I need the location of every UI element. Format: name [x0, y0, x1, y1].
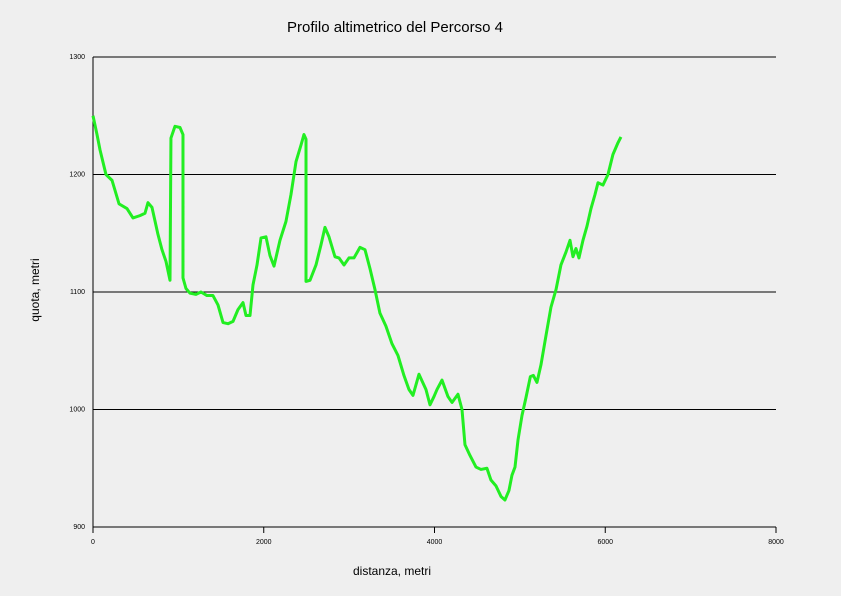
y-tick-label: 1300 [69, 54, 85, 61]
y-tick-label: 1100 [70, 289, 85, 296]
x-tick-label: 6000 [597, 539, 613, 546]
x-axis-label: distanza, metri [353, 564, 431, 578]
x-tick-label: 4000 [427, 539, 443, 546]
chart-title: Profilo altimetrico del Percorso 4 [287, 19, 503, 36]
x-tick-label: 8000 [768, 539, 784, 546]
y-tick-label: 1000 [69, 406, 85, 413]
x-tick-label: 0 [91, 539, 95, 546]
y-axis-label: quota, metri [28, 258, 42, 321]
x-tick-label: 2000 [256, 539, 272, 546]
y-tick-label: 1200 [69, 171, 85, 178]
y-tick-label: 900 [73, 524, 85, 531]
line-series [91, 115, 623, 502]
